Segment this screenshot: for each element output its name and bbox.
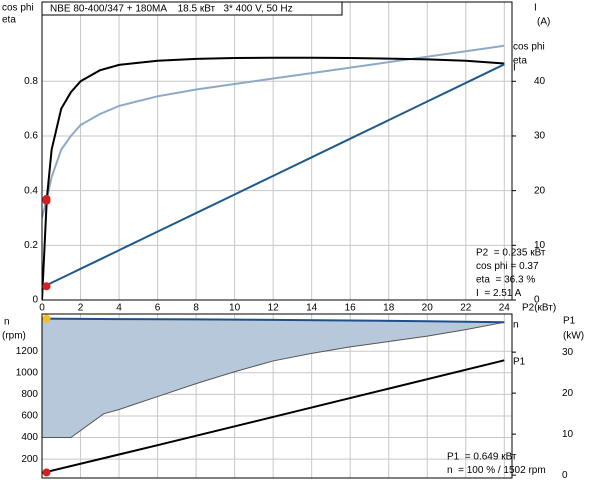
y2-tick-label: 20: [534, 185, 546, 196]
y-tick-label: 800: [21, 389, 38, 400]
x-tick-label: 12: [268, 303, 280, 314]
title-box: [41, 1, 343, 16]
y-tick-label: 0.6: [24, 131, 38, 142]
series-line: [42, 359, 505, 475]
x-tick-label: 20: [422, 303, 434, 314]
y2-tick-label: 10: [562, 429, 574, 440]
y2-tick-label: 30: [562, 347, 574, 358]
y2-axis-label: P1: [563, 316, 576, 327]
series-label: I: [513, 63, 516, 74]
y-tick-label: 600: [21, 411, 38, 422]
series-label: P1: [513, 357, 526, 368]
y-axis-label: (rpm): [2, 331, 26, 342]
y-axis-label: cos phi: [2, 3, 34, 14]
y2-axis-label: (A): [537, 17, 550, 28]
y2-tick-label: 20: [562, 388, 574, 399]
x-tick-label: 14: [306, 303, 318, 314]
info-text: cos phi = 0.37: [476, 261, 539, 272]
y2-tick-label: 40: [534, 76, 546, 87]
series-label: eta: [513, 56, 527, 67]
operating-point: [42, 314, 51, 323]
y-tick-label: 0.2: [24, 240, 38, 251]
y2-tick-label: 0: [562, 470, 568, 480]
series-line: [42, 317, 505, 324]
y2-axis-label: I: [534, 3, 537, 14]
x-tick-label: 10: [229, 303, 241, 314]
y-tick-label: 200: [21, 454, 38, 465]
info-text: I = 2.51 A: [476, 288, 522, 299]
series-label: cos phi: [513, 42, 545, 53]
info-text: P2 = 0.235 кВт: [476, 248, 546, 259]
x-tick-label: 6: [155, 303, 161, 314]
y-tick-label: 0.4: [24, 185, 38, 196]
info-text: eta = 36.3 %: [476, 275, 535, 286]
info-text: P1 = 0.649 кВт: [447, 452, 517, 463]
y2-tick-label: 0: [534, 295, 540, 306]
x-tick-label: 2: [78, 303, 84, 314]
info-text: n = 100 % / 1502 rpm: [447, 465, 546, 476]
speed-range-edge: [42, 321, 505, 439]
y2-tick-label: 10: [534, 240, 546, 251]
x-tick-label: 24: [499, 303, 511, 314]
y-tick-label: 1200: [16, 346, 39, 357]
series-label: n: [513, 320, 519, 331]
series-line: [42, 44, 505, 219]
plot-frame: [41, 313, 513, 479]
chart-title: NBE 80-400/347 + 180MA 18.5 кВт 3* 400 V…: [50, 4, 293, 15]
y2-tick-label: 30: [534, 131, 546, 142]
operating-point: [42, 194, 51, 203]
x-tick-label: 22: [460, 303, 472, 314]
y-axis-label: n: [4, 317, 10, 328]
y-tick-label: 0: [32, 295, 38, 306]
speed-range-area: [42, 318, 505, 438]
y-tick-label: 400: [21, 432, 38, 443]
x-tick-label: 4: [116, 303, 122, 314]
y2-axis-label: (kW): [563, 331, 584, 342]
series-line: [42, 56, 505, 300]
operating-point: [42, 282, 51, 291]
x-tick-label: 16: [345, 303, 357, 314]
y-axis-label: eta: [2, 15, 16, 26]
x-axis-label: P2(кВт): [522, 303, 556, 314]
y-tick-label: 1000: [16, 367, 39, 378]
operating-point: [42, 468, 51, 477]
x-tick-label: 18: [383, 303, 395, 314]
x-tick-label: 0: [39, 303, 45, 314]
y-tick-label: 0.8: [24, 76, 38, 87]
series-line: [42, 63, 505, 289]
x-tick-label: 8: [193, 303, 199, 314]
